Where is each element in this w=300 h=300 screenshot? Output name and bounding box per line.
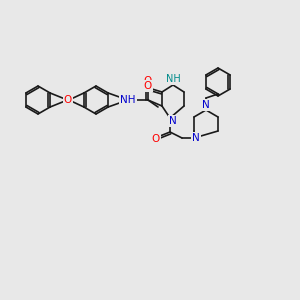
- Text: O: O: [144, 81, 152, 91]
- Text: O: O: [64, 95, 72, 105]
- Text: N: N: [202, 100, 210, 110]
- Text: N: N: [169, 116, 177, 126]
- Text: O: O: [144, 76, 152, 86]
- Text: N: N: [192, 133, 200, 143]
- Text: NH: NH: [120, 95, 136, 105]
- Text: NH: NH: [166, 74, 180, 84]
- Text: O: O: [152, 134, 160, 144]
